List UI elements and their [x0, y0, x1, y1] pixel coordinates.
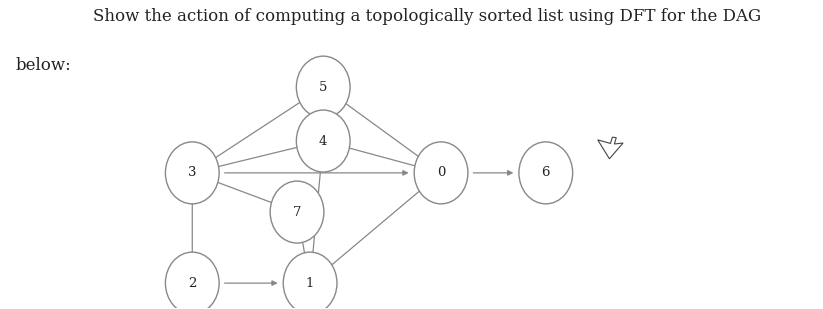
Text: 3: 3	[188, 166, 197, 179]
Ellipse shape	[296, 56, 350, 118]
Text: below:: below:	[16, 57, 72, 74]
Text: 7: 7	[293, 205, 301, 218]
Text: 5: 5	[319, 81, 328, 94]
Text: 4: 4	[319, 134, 328, 147]
Polygon shape	[597, 137, 623, 159]
Ellipse shape	[165, 142, 219, 204]
Text: 6: 6	[542, 166, 550, 179]
Text: 0: 0	[437, 166, 445, 179]
Text: Show the action of computing a topologically sorted list using DFT for the DAG: Show the action of computing a topologic…	[93, 7, 761, 24]
Ellipse shape	[270, 181, 324, 243]
Ellipse shape	[283, 252, 337, 309]
Text: 1: 1	[306, 277, 314, 290]
Ellipse shape	[414, 142, 468, 204]
Ellipse shape	[519, 142, 573, 204]
Ellipse shape	[165, 252, 219, 309]
Ellipse shape	[296, 110, 350, 172]
Text: 2: 2	[188, 277, 197, 290]
